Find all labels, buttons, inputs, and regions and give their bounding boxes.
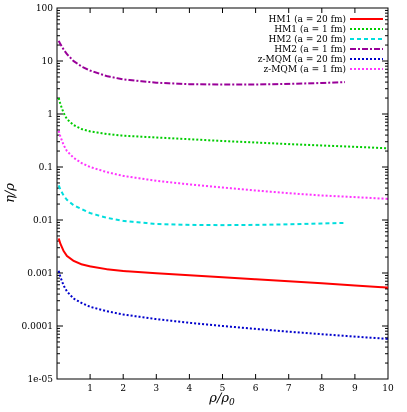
x-axis-title-main: ρ/ρ [208,391,229,406]
legend: HM1 (a = 20 fm)HM1 (a = 1 fm)HM2 (a = 20… [258,14,383,75]
x-tick-label: 9 [352,384,358,394]
x-tick-label: 10 [382,384,394,394]
y-tick-label: 1e-05 [27,375,53,385]
y-axis-ticks: 1e-05 0.0001 0.001 0.01 0.1 1 10 100 [22,4,388,385]
y-tick-label: 100 [36,4,53,14]
y-tick-label: 0.001 [27,269,53,279]
x-axis-title: ρ/ρ0 [208,391,235,407]
x-tick-label: 7 [286,384,292,394]
series-line-3 [57,185,346,227]
x-tick-label: 1 [87,384,93,394]
x-tick-label: 5 [220,384,226,394]
y-tick-label: 10 [42,57,54,67]
legend-label: z-MQM (a = 20 fm) [258,54,346,65]
x-tick-label: 6 [253,384,259,394]
series-line-5 [57,270,389,340]
series-line-2 [57,97,389,150]
series-layer [57,40,389,340]
legend-label: HM2 (a = 1 fm) [274,44,346,55]
series-line-6 [57,130,389,200]
x-axis-title-subscript: 0 [229,398,235,407]
y-tick-label: 0.1 [39,163,53,173]
series-line-1 [57,238,389,289]
x-tick-label: 3 [153,384,159,394]
x-tick-label: 2 [120,384,126,394]
legend-label: HM2 (a = 20 fm) [269,34,346,45]
x-tick-label: 8 [319,384,325,394]
legend-label: HM1 (a = 1 fm) [274,24,346,35]
x-axis-ticks: 1 2 3 4 5 6 7 8 9 10 [87,8,394,394]
series-line-4 [57,40,346,86]
legend-label: HM1 (a = 20 fm) [269,14,346,25]
legend-label: z-MQM (a = 1 fm) [263,64,346,75]
y-axis-title: η/ρ [3,183,18,203]
y-tick-label: 0.0001 [22,322,54,332]
x-tick-label: 4 [187,384,193,394]
y-tick-label: 0.01 [33,216,53,226]
y-tick-label: 1 [47,110,53,120]
